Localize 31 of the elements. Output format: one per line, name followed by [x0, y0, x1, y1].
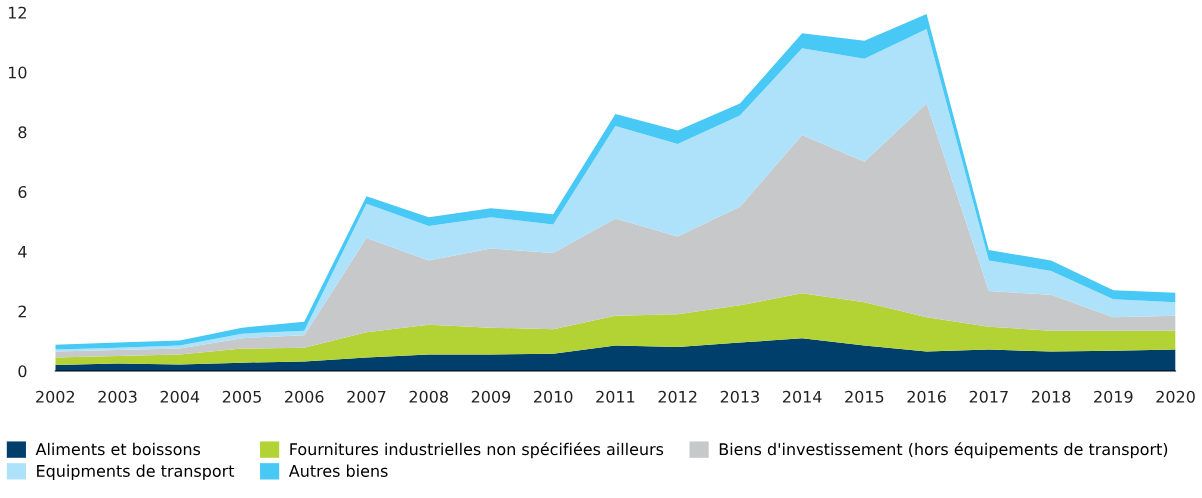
x-tick-label: 2004	[160, 390, 200, 403]
x-tick-label: 2017	[969, 390, 1008, 403]
x-tick-label: 2003	[98, 390, 137, 403]
y-tick-label: 0	[18, 365, 27, 378]
x-tick-label: 2015	[845, 390, 884, 403]
x-tick-label: 2013	[720, 390, 759, 403]
x-tick-label: 2011	[596, 390, 635, 403]
x-tick-label: 2002	[36, 390, 75, 403]
x-tick-label: 2019	[1094, 390, 1133, 403]
y-tick-label: 4	[18, 245, 27, 258]
x-tick-label: 2020	[1156, 390, 1195, 403]
x-tick-label: 2005	[222, 390, 261, 403]
x-tick-label: 2010	[534, 390, 573, 403]
y-tick-label: 10	[8, 66, 27, 79]
legend-label: Aliments et boissons	[35, 442, 201, 456]
legend-label: Fournitures industrielles non spécifiées ailleurs	[290, 442, 664, 459]
y-tick-label: 8	[18, 126, 27, 139]
legend-label: Autres biens	[288, 464, 388, 477]
x-tick-label: 2006	[285, 390, 324, 403]
legend-label: Equipments de transport	[37, 464, 235, 481]
x-tick-label: 2012	[658, 390, 697, 403]
x-tick-label: 2014	[782, 390, 822, 403]
x-tick-label: 2016	[907, 390, 946, 403]
y-tick-label: 12	[8, 6, 26, 19]
legend-label: Biens d'investissement (hors équipements de transport)	[719, 442, 1168, 459]
x-tick-label: 2009	[471, 390, 511, 403]
y-tick-label: 2	[18, 305, 26, 318]
x-tick-label: 2008	[409, 390, 448, 403]
x-tick-label: 2018	[1031, 390, 1071, 403]
x-tick-label: 2007	[347, 390, 386, 403]
y-tick-label: 6	[18, 185, 27, 199]
